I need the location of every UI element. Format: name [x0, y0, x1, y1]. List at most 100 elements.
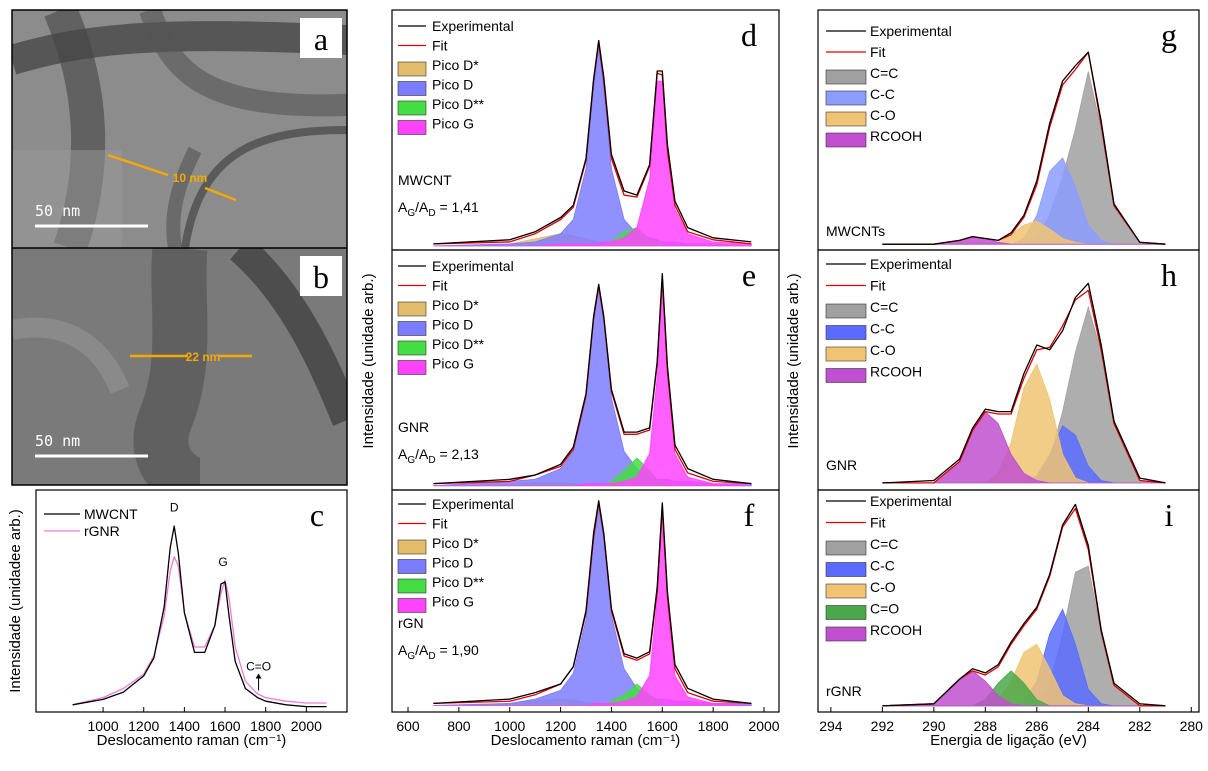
- x-tick-label: 1600: [209, 718, 240, 734]
- legend-swatch: [825, 346, 867, 362]
- legend-label: Pico G: [432, 594, 474, 610]
- ratio-label: AG/AD = 2,13: [398, 446, 479, 466]
- legend-label: C-O: [870, 579, 896, 595]
- plot-3: [433, 500, 752, 706]
- spectrum-line: [882, 503, 1166, 707]
- panel-letter: f: [744, 497, 755, 533]
- legend-label: Fit: [432, 278, 448, 294]
- peak-annotation: D: [170, 501, 179, 515]
- panel-letter: e: [742, 257, 756, 293]
- legend-label: Fit: [870, 278, 886, 294]
- panel-letter: a: [314, 21, 328, 57]
- legend-swatch: [397, 81, 427, 96]
- sample-label: GNR: [826, 457, 857, 473]
- spectrum-line: [882, 289, 1166, 484]
- x-tick-label: 1400: [169, 718, 200, 734]
- legend-label: C-C: [870, 558, 895, 574]
- peak-area: [433, 80, 752, 247]
- legend-swatch: [397, 559, 427, 574]
- sample-label: rGNR: [826, 683, 862, 699]
- legend-label: Pico D*: [432, 535, 479, 551]
- x-tick-label: 286: [1025, 718, 1049, 734]
- spectrum-line: [882, 282, 1166, 484]
- x-tick-label: 294: [819, 718, 843, 734]
- ratio-part: = 1,90: [436, 642, 479, 658]
- plot-0: [72, 525, 327, 708]
- spectrum-line: [882, 51, 1166, 245]
- peak-area: [433, 507, 752, 706]
- legend-label: Pico D: [432, 555, 473, 571]
- legend-label: Experimental: [432, 18, 514, 34]
- legend-label: C=C: [870, 536, 898, 552]
- ratio-part: D: [428, 651, 435, 662]
- legend-swatch: [825, 562, 867, 577]
- x-tick-label: 1600: [647, 718, 678, 734]
- panel-letter: d: [741, 17, 757, 53]
- x-axis-label: Deslocamento raman (cm⁻¹): [97, 732, 287, 749]
- sample-label: MWCNT: [398, 172, 452, 188]
- ratio-part: /A: [415, 446, 429, 462]
- sample-label: GNR: [398, 419, 429, 435]
- tem-image-b: [12, 248, 347, 485]
- ratio-part: D: [428, 455, 435, 466]
- legend-label: Pico D: [432, 317, 473, 333]
- y-axis-label: Intensidade (unidade arb.): [785, 273, 802, 448]
- x-tick-label: 1200: [545, 718, 576, 734]
- image-annotation: 10 nm: [173, 171, 208, 185]
- ratio-part: G: [407, 455, 415, 466]
- legend-swatch: [397, 100, 427, 116]
- legend-label: Pico D*: [432, 297, 479, 313]
- y-axis-label: Intensidade (unidade arb.): [360, 273, 377, 448]
- x-tick-label: 292: [871, 718, 895, 734]
- ratio-part: A: [398, 199, 408, 215]
- legend-label: Fit: [432, 38, 448, 54]
- legend-label: C-C: [870, 86, 895, 102]
- ratio-part: /A: [415, 642, 429, 658]
- plot-frame: [391, 489, 780, 713]
- scale-bar-label: 50 nm: [35, 432, 80, 450]
- legend-label: C=O: [870, 601, 899, 617]
- legend-swatch: [825, 90, 867, 106]
- panel-letter: h: [1161, 257, 1177, 293]
- ratio-part: A: [398, 642, 408, 658]
- image-annotation: 22 nm: [186, 350, 221, 364]
- legend-swatch: [825, 303, 867, 319]
- peak-area: [433, 286, 752, 487]
- spectrum-line: [433, 272, 752, 485]
- legend-label: Pico D**: [432, 336, 485, 352]
- ratio-part: G: [407, 208, 415, 219]
- legend-swatch: [825, 132, 867, 148]
- ratio-part: /A: [415, 199, 429, 215]
- x-tick-label: 1000: [88, 718, 119, 734]
- legend-label: RCOOH: [870, 622, 922, 638]
- legend-swatch: [397, 578, 427, 594]
- spectrum-line: [433, 39, 752, 245]
- x-tick-label: 1200: [128, 718, 159, 734]
- legend-label: RCOOH: [870, 364, 922, 380]
- legend-label: MWCNT: [84, 506, 138, 522]
- plot-5: [882, 282, 1166, 484]
- x-tick-label: 2000: [748, 718, 779, 734]
- x-tick-label: 1400: [596, 718, 627, 734]
- x-tick-label: 2000: [291, 718, 322, 734]
- ratio-part: D: [428, 208, 435, 219]
- x-tick-label: 800: [447, 718, 471, 734]
- ratio-part: G: [407, 651, 415, 662]
- legend-label: Pico D**: [432, 96, 485, 112]
- panel-letter: g: [1161, 17, 1177, 53]
- plot-6: [882, 503, 1166, 707]
- peak-area: [433, 288, 752, 487]
- legend-swatch: [825, 69, 867, 85]
- legend-label: Experimental: [432, 258, 514, 274]
- legend-label: C-O: [870, 342, 896, 358]
- legend-swatch: [397, 539, 427, 555]
- ratio-label: AG/AD = 1,41: [398, 199, 479, 219]
- legend-label: Fit: [432, 516, 448, 532]
- legend-swatch: [397, 598, 427, 613]
- ratio-part: = 1,41: [436, 199, 479, 215]
- legend-label: Fit: [870, 44, 886, 60]
- legend-swatch: [825, 325, 867, 340]
- annotation-arrowhead: [255, 673, 262, 679]
- peak-area: [433, 515, 752, 706]
